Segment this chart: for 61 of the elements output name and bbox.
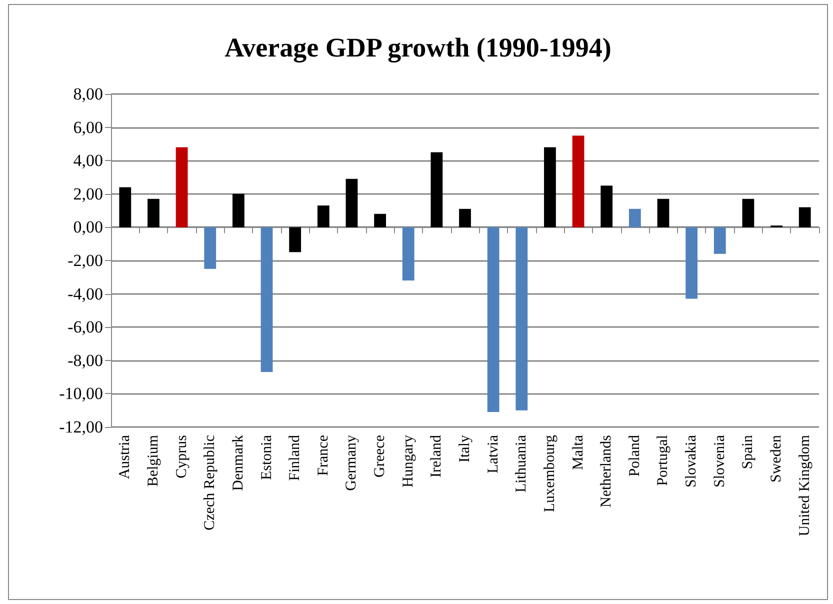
bar	[459, 208, 471, 228]
y-tick-label: -10,00	[59, 384, 103, 404]
bar	[402, 227, 414, 280]
bar	[714, 227, 726, 254]
bar	[516, 227, 528, 410]
y-tick-label: 6,00	[73, 118, 103, 137]
x-tick-label: Italy	[457, 434, 473, 462]
x-tick-label: Slovakia	[684, 434, 700, 488]
bar	[317, 206, 330, 228]
bar	[544, 147, 556, 228]
bar	[742, 198, 754, 228]
y-tick-label: -12,00	[59, 418, 103, 436]
y-tick-label: -8,00	[68, 350, 103, 370]
x-tick-label: United Kingdom	[796, 434, 813, 536]
x-tick-label: Sweden	[768, 434, 785, 482]
bar	[487, 227, 500, 412]
x-tick-label: Latvia	[485, 434, 502, 474]
x-tick-label: Greece	[372, 434, 388, 478]
y-tick-label: -2,00	[68, 251, 103, 270]
x-tick-label: Czech Republic	[202, 434, 218, 530]
x-tick-label: Lithuania	[514, 434, 530, 492]
x-tick-label: Slovenia	[712, 434, 728, 488]
x-tick-label: Finland	[287, 434, 304, 481]
bar	[628, 208, 641, 228]
x-tick-label: Netherlands	[598, 434, 615, 508]
bar	[346, 178, 358, 228]
x-tick-label: Estonia	[258, 434, 275, 480]
x-tick-label: Belgium	[145, 434, 162, 487]
bar	[600, 186, 613, 228]
bar	[260, 227, 273, 372]
x-tick-label: Cyprus	[174, 434, 190, 478]
x-tick-label: Denmark	[230, 434, 246, 491]
bar	[148, 198, 160, 228]
bar	[657, 198, 670, 228]
bar	[430, 152, 443, 228]
bar	[204, 227, 216, 269]
x-tick-label: Germany	[344, 434, 360, 491]
bar	[798, 207, 811, 228]
bar	[176, 147, 188, 228]
y-tick-label: -4,00	[68, 284, 103, 304]
y-tick-label: 0,00	[73, 218, 103, 237]
bar	[232, 194, 244, 228]
y-tick-label: 4,00	[73, 151, 103, 170]
x-tick-label: Malta	[570, 434, 586, 470]
y-tick-label: -6,00	[68, 318, 103, 337]
x-tick-label: France	[315, 434, 332, 476]
x-tick-label: Poland	[626, 434, 643, 477]
bar	[119, 187, 132, 228]
bar	[374, 214, 386, 228]
y-tick-label: 8,00	[73, 84, 103, 104]
bar	[289, 227, 302, 252]
x-tick-label: Ireland	[428, 434, 445, 478]
x-tick-label: Austria	[117, 434, 134, 480]
x-tick-label: Hungary	[400, 434, 416, 488]
x-tick-label: Spain	[740, 434, 756, 470]
bar	[572, 136, 584, 228]
bar	[686, 227, 698, 299]
chart-title: Average GDP growth (1990-1994)	[224, 32, 612, 62]
x-tick-label: Luxembourg	[542, 434, 558, 512]
y-tick-label: 2,00	[73, 184, 103, 204]
x-tick-label: Portugal	[655, 435, 672, 486]
